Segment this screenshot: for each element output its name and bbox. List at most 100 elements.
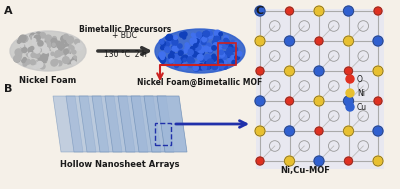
Circle shape: [34, 47, 40, 53]
Circle shape: [26, 50, 33, 57]
Circle shape: [256, 67, 264, 75]
Circle shape: [183, 36, 186, 39]
Circle shape: [222, 43, 227, 48]
Circle shape: [286, 7, 294, 15]
Circle shape: [43, 58, 47, 62]
Circle shape: [34, 53, 39, 58]
Circle shape: [204, 54, 211, 61]
Circle shape: [198, 35, 203, 40]
Circle shape: [197, 46, 204, 52]
Circle shape: [53, 59, 58, 65]
Circle shape: [61, 41, 64, 44]
Circle shape: [171, 36, 174, 39]
Polygon shape: [66, 96, 96, 152]
Text: C: C: [255, 6, 263, 16]
Circle shape: [191, 47, 197, 53]
Circle shape: [225, 40, 230, 44]
Circle shape: [191, 59, 194, 63]
Circle shape: [196, 61, 201, 66]
Circle shape: [56, 41, 62, 47]
Polygon shape: [131, 96, 161, 152]
Circle shape: [284, 156, 294, 166]
Circle shape: [68, 58, 74, 64]
Circle shape: [31, 35, 35, 39]
Circle shape: [51, 38, 57, 45]
Circle shape: [54, 45, 59, 51]
Ellipse shape: [155, 29, 245, 73]
Circle shape: [182, 32, 187, 36]
Circle shape: [40, 39, 44, 42]
Circle shape: [202, 65, 206, 70]
Text: A: A: [4, 6, 13, 16]
Circle shape: [51, 60, 57, 66]
Circle shape: [218, 41, 224, 47]
Circle shape: [14, 56, 20, 62]
Circle shape: [219, 52, 224, 57]
Circle shape: [197, 54, 203, 60]
Circle shape: [284, 66, 294, 76]
Circle shape: [232, 60, 236, 65]
Circle shape: [373, 66, 383, 76]
Circle shape: [237, 51, 242, 56]
Circle shape: [223, 39, 228, 44]
Polygon shape: [79, 96, 109, 152]
Circle shape: [62, 44, 68, 50]
Circle shape: [215, 38, 221, 44]
Circle shape: [34, 52, 40, 58]
Circle shape: [161, 56, 164, 60]
Circle shape: [33, 36, 36, 39]
Circle shape: [190, 38, 196, 44]
Circle shape: [175, 57, 180, 62]
Circle shape: [59, 46, 62, 50]
Circle shape: [208, 47, 212, 52]
Circle shape: [235, 55, 240, 60]
Circle shape: [64, 34, 68, 39]
Circle shape: [35, 61, 39, 64]
Circle shape: [174, 46, 179, 51]
Circle shape: [172, 39, 178, 44]
Circle shape: [189, 56, 193, 60]
Polygon shape: [144, 96, 174, 152]
Circle shape: [166, 36, 169, 40]
Circle shape: [284, 36, 294, 46]
Circle shape: [30, 60, 35, 65]
Circle shape: [67, 54, 72, 59]
Circle shape: [174, 54, 178, 57]
Circle shape: [344, 126, 354, 136]
Circle shape: [71, 57, 76, 63]
Circle shape: [219, 50, 223, 55]
Polygon shape: [105, 96, 135, 152]
Circle shape: [65, 47, 70, 53]
Circle shape: [314, 6, 324, 16]
Circle shape: [62, 42, 67, 47]
Circle shape: [208, 31, 212, 35]
Circle shape: [38, 49, 42, 52]
Circle shape: [69, 46, 72, 49]
Circle shape: [23, 38, 27, 41]
Circle shape: [185, 43, 189, 46]
Circle shape: [211, 55, 216, 61]
Circle shape: [224, 36, 228, 40]
Circle shape: [170, 55, 176, 61]
Circle shape: [41, 54, 48, 61]
Circle shape: [60, 42, 64, 45]
Circle shape: [221, 60, 226, 66]
Circle shape: [72, 61, 76, 65]
Circle shape: [73, 56, 76, 59]
Circle shape: [195, 43, 198, 47]
Circle shape: [344, 36, 354, 46]
Circle shape: [200, 57, 204, 62]
Circle shape: [44, 42, 51, 49]
Circle shape: [17, 40, 21, 43]
Text: 130 °C  2 h: 130 °C 2 h: [104, 50, 146, 59]
Circle shape: [52, 36, 56, 40]
Circle shape: [219, 64, 224, 68]
Circle shape: [19, 36, 25, 42]
Circle shape: [64, 49, 71, 55]
Circle shape: [51, 52, 54, 55]
Circle shape: [56, 49, 62, 55]
Circle shape: [215, 66, 219, 70]
Circle shape: [161, 60, 165, 63]
Circle shape: [40, 64, 45, 69]
Circle shape: [314, 156, 324, 166]
